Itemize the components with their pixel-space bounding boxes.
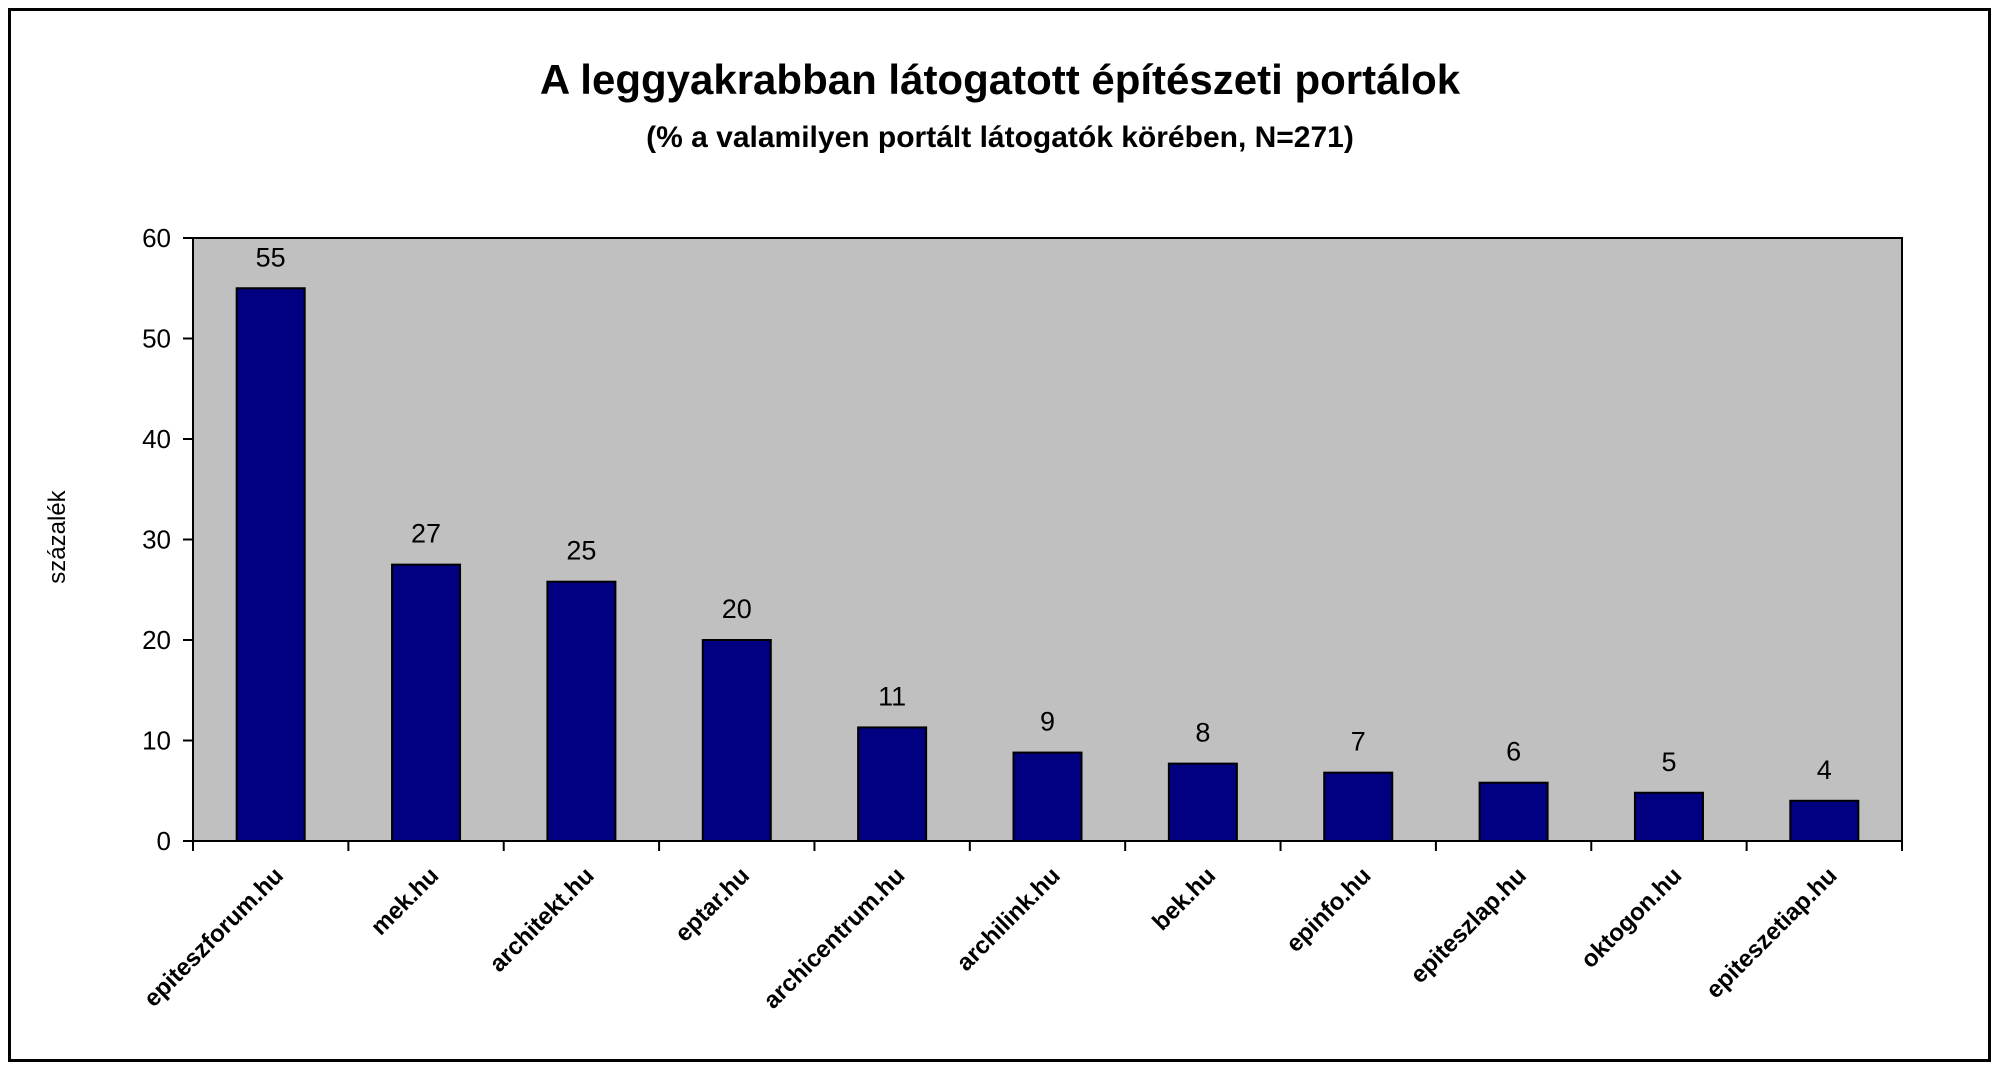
- category-label: eptar.hu: [670, 862, 755, 947]
- bar: [1167, 762, 1238, 842]
- data-label: 20: [722, 594, 752, 624]
- bar: [235, 287, 306, 842]
- data-label: 55: [256, 242, 286, 272]
- category-label: epiteszetiap.hu: [1701, 862, 1843, 1004]
- data-label: 4: [1817, 755, 1832, 785]
- bar: [1789, 799, 1860, 842]
- bar: [857, 726, 928, 842]
- bar: [391, 563, 462, 842]
- bar: [1323, 771, 1394, 842]
- data-label: 6: [1506, 737, 1521, 767]
- category-label: epiteszforum.hu: [139, 862, 289, 1012]
- category-label: archicentrum.hu: [758, 862, 910, 1014]
- bar: [1478, 781, 1549, 843]
- category-label: bek.hu: [1147, 862, 1221, 936]
- y-tick-label: 60: [142, 223, 171, 253]
- plot-area: [192, 237, 1903, 842]
- y-tick-label: 40: [142, 424, 171, 454]
- bar: [546, 580, 617, 843]
- category-label: epinfo.hu: [1281, 862, 1376, 957]
- y-axis-label: százalék: [44, 489, 71, 583]
- data-label: 27: [411, 519, 441, 549]
- data-label: 25: [566, 536, 596, 566]
- data-label: 7: [1351, 727, 1366, 757]
- chart-subtitle: (% a valamilyen portált látogatók körébe…: [646, 121, 1354, 154]
- y-tick-label: 30: [142, 525, 171, 555]
- category-label: architekt.hu: [484, 862, 599, 977]
- data-labels: 55 27 25 20 11 9 8 7 6 5 4: [256, 242, 1832, 785]
- data-label: 8: [1195, 718, 1210, 748]
- category-label: archilink.hu: [951, 862, 1065, 976]
- chart-title: A leggyakrabban látogatott építészeti po…: [540, 56, 1461, 103]
- x-axis-ticks: [192, 841, 1903, 851]
- category-label: oktogon.hu: [1576, 862, 1687, 973]
- bar: [701, 639, 772, 842]
- category-label: mek.hu: [366, 862, 445, 941]
- y-tick-label: 20: [142, 625, 171, 655]
- bars: [235, 287, 1860, 843]
- y-tick-label: 50: [142, 324, 171, 354]
- y-axis-ticks: 0 10 20 30 40 50 60: [142, 223, 193, 856]
- category-label: epiteszlap.hu: [1405, 862, 1532, 989]
- bar: [1633, 791, 1704, 843]
- bar: [1012, 751, 1083, 842]
- category-labels: epiteszforum.hu mek.hu architekt.hu eptar.h…: [139, 862, 1843, 1014]
- data-label: 11: [878, 681, 906, 711]
- data-label: 9: [1040, 707, 1055, 737]
- y-tick-label: 10: [142, 726, 171, 756]
- y-tick-label: 0: [157, 826, 171, 856]
- data-label: 5: [1661, 747, 1676, 777]
